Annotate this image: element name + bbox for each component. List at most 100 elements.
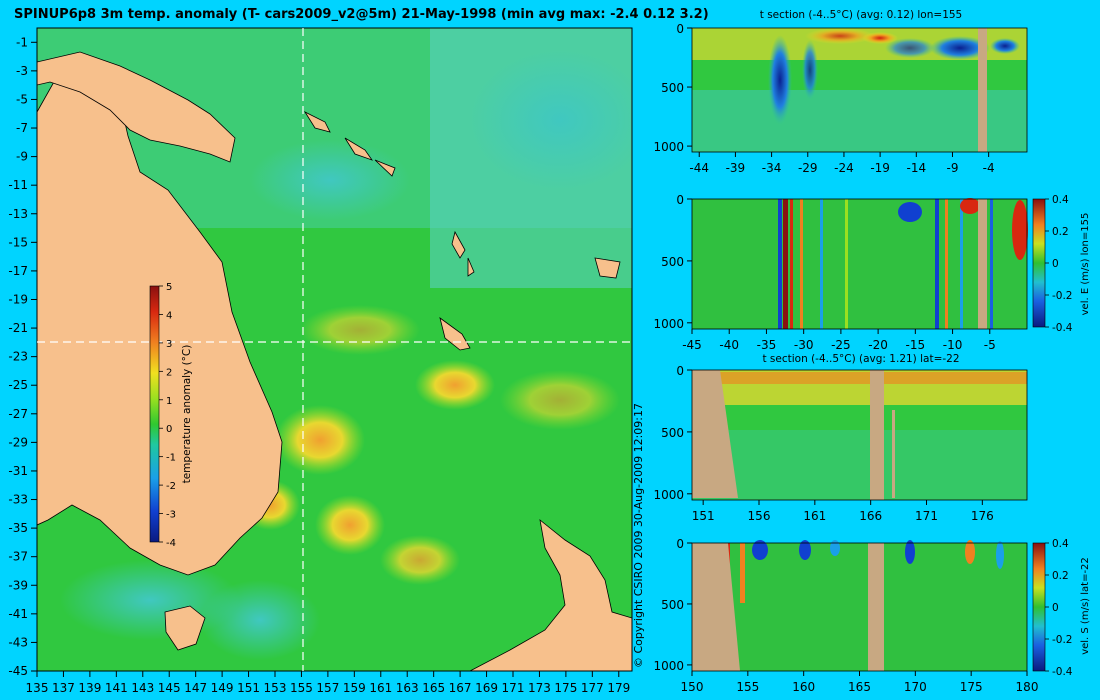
map-x-tick-label: 143: [131, 681, 154, 695]
section-x-tick-label: -45: [682, 338, 702, 352]
section-y-tick-label: 1000: [653, 488, 684, 502]
map-y-tick-label: -27: [8, 407, 28, 421]
map-x-tick-label: 147: [184, 681, 207, 695]
map-x-tick-label: 151: [237, 681, 260, 695]
vel-e-section-lon155-panel: 0.4 0.2 0 -0.2 -0.4 vel. E (m/s) lon=155 -45…: [653, 193, 1091, 352]
section-x-tick-label: -39: [726, 161, 746, 175]
section-y-tick-label: 1000: [653, 140, 684, 154]
temperature-colorbar-tick-label: -4: [166, 538, 176, 549]
section-y-tick-label: 500: [661, 598, 684, 612]
section-x-tick-label: -9: [946, 161, 958, 175]
map-x-tick-label: 157: [316, 681, 339, 695]
map-x-tick-label: 167: [449, 681, 472, 695]
map-x-tick-label: 141: [105, 681, 128, 695]
section-x-tick-label: 170: [904, 680, 927, 694]
vel-e-colorbar-label: vel. E (m/s) lon=155: [1080, 213, 1091, 316]
velocity-colorbar-tick-label: 0.4: [1052, 194, 1069, 206]
map-y-tick-label: -21: [8, 321, 28, 335]
section-x-tick-label: 171: [915, 509, 938, 523]
velocity-colorbar-tick-label: 0.2: [1052, 226, 1069, 238]
section-x-tick-label: -44: [689, 161, 709, 175]
section-x-tick-label: -30: [794, 338, 814, 352]
section-x-tick-label: -19: [870, 161, 890, 175]
map-title: SPINUP6p8 3m temp. anomaly (T- cars2009_…: [14, 7, 709, 22]
temperature-colorbar-label: temperature anomaly (°C): [181, 345, 193, 484]
section-x-tick-label: -4: [983, 161, 995, 175]
map-y-tick-label: -25: [8, 378, 28, 392]
section-y-tick-label: 1000: [653, 659, 684, 673]
section-x-tick-label: 176: [971, 509, 994, 523]
map-y-tick-label: -37: [8, 550, 28, 564]
t-section-lon155-panel: t section (-4..5°C) (avg: 0.12) lon=155 …: [653, 9, 1028, 175]
map-y-tick-label: -13: [8, 207, 28, 221]
map-x-tick-label: 175: [554, 681, 577, 695]
section-x-tick-label: 155: [736, 680, 759, 694]
map-y-tick-label: -17: [8, 264, 28, 278]
section-y-tick-label: 0: [676, 537, 684, 551]
section-y-tick-label: 500: [661, 255, 684, 269]
map-y-tick-label: -43: [8, 635, 28, 649]
section-x-tick-label: 160: [792, 680, 815, 694]
map-x-tick-label: 137: [52, 681, 75, 695]
map-x-axis: 135 137 139 141 143 145 147 149 151 153 155 157 159 1…: [26, 671, 630, 695]
land-fiji: [594, 257, 621, 279]
section-x-tick-label: -40: [719, 338, 739, 352]
map-y-tick-label: -45: [8, 664, 28, 678]
map-x-tick-label: 179: [607, 681, 630, 695]
map-y-tick-label: -15: [8, 235, 28, 249]
temperature-colorbar-tick-label: 3: [166, 339, 172, 350]
map-y-tick-label: -41: [8, 607, 28, 621]
map-y-tick-label: -11: [8, 178, 28, 192]
section-x-tick-label: 150: [681, 680, 704, 694]
velocity-colorbar-tick-label: 0.4: [1052, 538, 1069, 550]
t-section-lon155-title: t section (-4..5°C) (avg: 0.12) lon=155: [760, 9, 962, 21]
velocity-colorbar-tick-label: -0.2: [1052, 634, 1073, 646]
t-section-lat-22-title: t section (-4..5°C) (avg: 1.21) lat=-22: [762, 353, 959, 365]
section-x-tick-label: -14: [906, 161, 926, 175]
section-y-tick-label: 0: [676, 22, 684, 36]
temperature-colorbar-tick-label: -1: [166, 453, 176, 464]
map-y-tick-label: -35: [8, 521, 28, 535]
velocity-colorbar-tick-label: -0.2: [1052, 290, 1073, 302]
section-x-tick-label: -29: [798, 161, 818, 175]
section-y-tick-label: 500: [661, 81, 684, 95]
velocity-colorbar-tick-label: 0: [1052, 602, 1059, 614]
map-y-tick-label: -1: [16, 35, 28, 49]
section-x-tick-label: -5: [984, 338, 996, 352]
vel-e-colorbar: [1032, 198, 1046, 328]
map-x-tick-label: 161: [369, 681, 392, 695]
temperature-colorbar-tick-label: 4: [166, 310, 172, 321]
vel-s-colorbar-label: vel. S (m/s) lat=-22: [1080, 557, 1091, 655]
section-y-tick-label: 0: [676, 364, 684, 378]
section-y-tick-label: 500: [661, 426, 684, 440]
map-y-tick-label: -19: [8, 292, 28, 306]
section-x-tick-label: -24: [834, 161, 854, 175]
land-solomon-islands: [303, 111, 396, 177]
section-y-tick-label: 0: [676, 193, 684, 207]
temperature-colorbar-tick-label: 1: [166, 396, 172, 407]
section-x-tick-label: -34: [762, 161, 782, 175]
map-y-axis: -1 -3 -5 -7 -9 -11 -13 -15 -17 -19 -21 -23 -25 -27 -29…: [8, 35, 37, 678]
map-y-tick-label: -33: [8, 493, 28, 507]
map-frame: [36, 27, 633, 672]
section-x-tick-label: -15: [906, 338, 926, 352]
temperature-colorbar-tick-label: -3: [166, 510, 176, 521]
land-new-caledonia: [439, 317, 471, 351]
vel-s-section-lat-22-panel: 0.4 0.2 0 -0.2 -0.4 vel. S (m/s) lat=-22 150…: [653, 537, 1091, 694]
map-y-tick-label: -7: [16, 121, 28, 135]
map-x-tick-label: 149: [211, 681, 234, 695]
map-x-tick-label: 159: [343, 681, 366, 695]
map-x-tick-label: 139: [78, 681, 101, 695]
map-y-tick-label: -9: [16, 150, 28, 164]
map-y-tick-label: -31: [8, 464, 28, 478]
section-x-tick-label: -10: [943, 338, 963, 352]
section-x-tick-label: 166: [859, 509, 882, 523]
map-y-tick-label: -3: [16, 64, 28, 78]
map-x-tick-label: 177: [581, 681, 604, 695]
land-new-guinea: [37, 51, 236, 163]
velocity-colorbar-tick-label: 0: [1052, 258, 1059, 270]
land-vanuatu: [451, 230, 475, 277]
section-y-tick-label: 1000: [653, 317, 684, 331]
map-y-tick-label: -5: [16, 92, 28, 106]
velocity-colorbar-tick-label: -0.4: [1052, 666, 1073, 678]
